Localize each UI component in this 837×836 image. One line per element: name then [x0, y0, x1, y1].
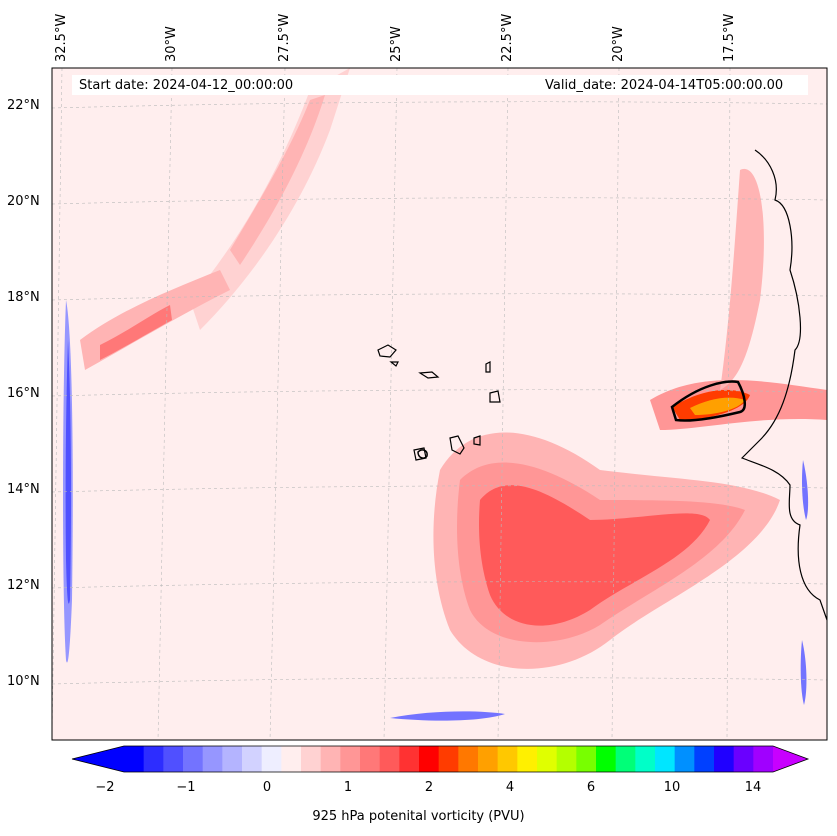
lon-label: 20°W: [611, 26, 626, 62]
colorbar-swatch: [596, 746, 617, 772]
pv-band-east-peak: [690, 397, 745, 415]
pv-blob-south-core: [479, 485, 710, 626]
lat-label: 18°N: [7, 290, 40, 305]
colorbar-swatch: [261, 746, 282, 772]
colorbar-swatch: [340, 746, 361, 772]
colorbar-tick: −2: [95, 780, 115, 795]
pv-negative-east-strip-2: [800, 640, 807, 705]
colorbar-swatch: [674, 746, 695, 772]
info-box: [72, 75, 808, 95]
lat-label: 20°N: [7, 194, 40, 209]
pv-contours: [52, 68, 827, 740]
colorbar-swatch: [281, 746, 302, 772]
colorbar-swatch: [517, 746, 538, 772]
colorbar-swatch: [360, 746, 381, 772]
colorbar-swatch: [478, 746, 499, 772]
colorbar-swatch: [714, 746, 735, 772]
lon-label: 27.5°W: [277, 13, 292, 62]
lon-label: 22.5°W: [500, 13, 515, 62]
colorbar-swatch: [399, 746, 420, 772]
pv-negative-east-strip: [802, 460, 809, 520]
colorbar-swatch: [576, 746, 597, 772]
colorbar-swatch: [458, 746, 479, 772]
colorbar-tick: 2: [424, 780, 434, 795]
pv-band-west-core: [100, 305, 172, 360]
pv-contour-line: [670, 380, 746, 422]
lon-label: 30°W: [164, 26, 179, 62]
colorbar-tick: 0: [262, 780, 272, 795]
pv-north-east: [720, 168, 764, 390]
colorbar-tick: 14: [744, 780, 762, 795]
lon-label: 32.5°W: [54, 13, 69, 62]
graticule: [52, 68, 827, 740]
lon-label: 25°W: [389, 26, 404, 62]
colorbar-swatch: [694, 746, 715, 772]
colorbar-tick: 10: [663, 780, 681, 795]
colorbar: [71, 745, 810, 773]
colorbar-swatch: [655, 746, 676, 772]
colorbar-swatch: [556, 746, 577, 772]
start-date-text: Start date: 2024-04-12_00:00:00: [79, 78, 294, 93]
colorbar-swatch: [143, 746, 164, 772]
colorbar-outline: [71, 745, 810, 773]
lat-label: 12°N: [7, 578, 40, 593]
colorbar-extend-max: [773, 746, 808, 772]
lat-label: 22°N: [7, 98, 40, 113]
pv-negative-south-strip: [390, 711, 505, 721]
colorbar-swatch: [202, 746, 223, 772]
colorbar-swatch: [497, 746, 518, 772]
lat-label: 14°N: [7, 482, 40, 497]
colorbar-swatch: [242, 746, 263, 772]
colorbar-swatch: [183, 746, 204, 772]
colorbar-extend-min: [72, 746, 124, 772]
colorbar-tick: 4: [505, 780, 515, 795]
colorbar-swatch: [733, 746, 754, 772]
valid-date-text: Valid_date: 2024-04-14T05:00:00.00: [545, 78, 784, 93]
colorbar-tick: 6: [586, 780, 596, 795]
colorbar-swatch: [438, 746, 459, 772]
colorbar-swatch: [222, 746, 243, 772]
lon-label: 17.5°W: [722, 13, 737, 62]
colorbar-swatch: [537, 746, 558, 772]
map-border: [51, 67, 828, 741]
colorbar-swatch: [419, 746, 440, 772]
pv-band-north-core: [230, 95, 325, 265]
colorbar-swatch: [320, 746, 341, 772]
pv-negative-west-core: [65, 340, 72, 604]
colorbar-label: 925 hPa potenital vorticity (PVU): [312, 809, 525, 824]
colorbar-swatch: [163, 746, 184, 772]
colorbar-swatch: [753, 746, 774, 772]
colorbar-swatch: [379, 746, 400, 772]
africa-coastline: [740, 149, 827, 621]
colorbar-swatch: [124, 746, 145, 772]
colorbar-swatch: [615, 746, 636, 772]
lat-label: 16°N: [7, 386, 40, 401]
colorbar-swatch: [301, 746, 322, 772]
pv-contour-small: [417, 449, 428, 459]
lat-label: 10°N: [7, 674, 40, 689]
colorbar-swatch: [635, 746, 656, 772]
colorbar-tick: −1: [176, 780, 196, 795]
colorbar-tick: 1: [343, 780, 353, 795]
